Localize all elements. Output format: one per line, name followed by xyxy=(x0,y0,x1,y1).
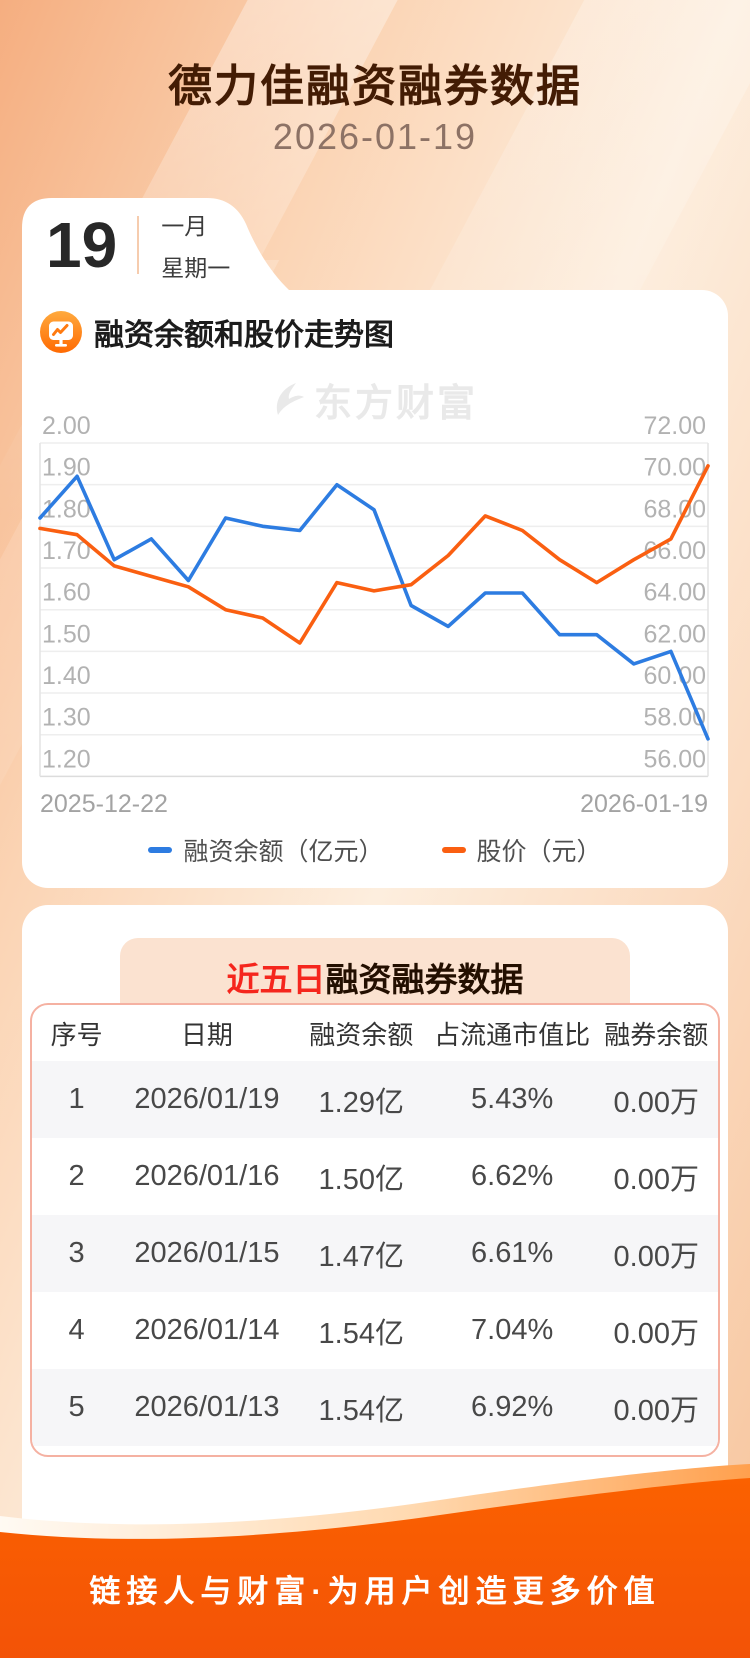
table-cell: 5 xyxy=(68,1391,85,1423)
page-date: 2026-01-19 xyxy=(272,116,478,157)
svg-text:56.00: 56.00 xyxy=(643,745,706,773)
chart-gridlines xyxy=(39,442,709,778)
footer-orange-area xyxy=(0,1478,750,1658)
table-cell: 0.00万 xyxy=(613,1086,699,1119)
table-cell: 1.54亿 xyxy=(318,1394,404,1427)
table-header-cell: 融券余额 xyxy=(604,1019,709,1050)
monitor-trend-icon xyxy=(40,311,82,353)
table-cell: 2026/01/16 xyxy=(134,1160,280,1192)
table-title-highlight: 近五日 xyxy=(226,961,326,998)
table-cell: 2026/01/14 xyxy=(134,1314,280,1346)
legend-dash-icon xyxy=(148,847,173,853)
svg-text:62.00: 62.00 xyxy=(643,620,706,648)
svg-text:1.60: 1.60 xyxy=(42,579,91,607)
table-cell: 4 xyxy=(68,1314,85,1346)
table-title-rest: 融资融券数据 xyxy=(325,961,524,998)
table-body: 1 2026/01/19 1.29亿 5.43% 0.00万 2 2026/01/16 1.5… xyxy=(32,1061,718,1446)
table-header-cell: 占流通市值比 xyxy=(434,1019,591,1050)
table-row: 2 2026/01/16 1.50亿 6.62% 0.00万 xyxy=(32,1138,718,1215)
svg-text:1.40: 1.40 xyxy=(42,662,91,690)
left-axis-ticks: 2.00 1.90 1.80 1.70 1.60 1.50 1.40 1.30 1.20 xyxy=(42,412,91,773)
five-day-data-table: 序号 日期 融资余额 占流通市值比 融券余额 1 2026/01/19 1.29亿 5.43%… xyxy=(32,1005,718,1446)
table-cell: 2026/01/19 xyxy=(134,1083,280,1115)
table-row: 1 2026/01/19 1.29亿 5.43% 0.00万 xyxy=(32,1061,718,1138)
x-axis-start-label: 2025-12-22 xyxy=(40,790,168,818)
table-cell: 0.00万 xyxy=(613,1317,699,1350)
table-cell: 2026/01/15 xyxy=(134,1237,280,1269)
legend-label: 股价（元） xyxy=(476,838,602,866)
table-cell: 2026/01/13 xyxy=(134,1391,280,1423)
table-cell: 0.00万 xyxy=(613,1394,699,1427)
svg-text:2.00: 2.00 xyxy=(42,412,91,440)
svg-text:72.00: 72.00 xyxy=(643,412,706,440)
table-header-cell: 日期 xyxy=(180,1019,233,1050)
svg-text:1.70: 1.70 xyxy=(42,537,91,565)
table-cell: 1.50亿 xyxy=(318,1163,404,1196)
legend-dash-icon xyxy=(441,847,466,853)
table-header-cell: 融资余额 xyxy=(309,1019,414,1050)
table-row: 3 2026/01/15 1.47亿 6.61% 0.00万 xyxy=(32,1215,718,1292)
svg-text:68.00: 68.00 xyxy=(643,495,706,523)
table-cell: 6.61% xyxy=(471,1237,554,1269)
svg-text:1.80: 1.80 xyxy=(42,495,91,523)
table-cell: 6.92% xyxy=(471,1391,554,1423)
right-axis-ticks: 72.0070.0068.0066.0064.0062.0060.0058.00… xyxy=(643,412,706,773)
table-cell: 3 xyxy=(68,1237,85,1269)
legend-item: 股价（元） xyxy=(441,832,602,868)
svg-text:60.00: 60.00 xyxy=(643,662,706,690)
chart-legend: 融资余额（亿元） 股价（元） xyxy=(22,832,728,868)
calendar-divider xyxy=(137,216,139,274)
calendar-day: 19 xyxy=(46,208,118,281)
calendar-tab: 19 一月 星期一 xyxy=(22,198,290,291)
margin-balance-line xyxy=(38,474,710,741)
table-cell: 1.29亿 xyxy=(318,1086,404,1119)
footer-wave xyxy=(0,1464,750,1658)
legend-item: 融资余额（亿元） xyxy=(148,832,384,868)
table-cell: 7.04% xyxy=(471,1314,554,1346)
x-axis-end-label: 2026-01-19 xyxy=(580,790,708,818)
svg-text:1.90: 1.90 xyxy=(42,454,91,482)
legend-label: 融资余额（亿元） xyxy=(183,838,384,866)
table-cell: 1.47亿 xyxy=(318,1240,404,1273)
table-cell: 6.62% xyxy=(471,1160,554,1192)
svg-text:64.00: 64.00 xyxy=(643,579,706,607)
table-header-row: 序号 日期 融资余额 占流通市值比 融券余额 xyxy=(32,1005,718,1061)
svg-text:70.00: 70.00 xyxy=(643,454,706,482)
chart-card: 融资余额和股价走势图 东方财富 2.00 1.90 1.80 1.70 1.60 1.50… xyxy=(22,290,728,888)
calendar-month: 一月 xyxy=(161,212,208,239)
table-cell: 0.00万 xyxy=(613,1240,699,1273)
table-header-cell: 序号 xyxy=(50,1019,103,1050)
table-cell: 1 xyxy=(68,1083,85,1115)
page-title: 德力佳融资融券数据 xyxy=(168,62,582,111)
table-cell: 1.54亿 xyxy=(318,1317,404,1350)
table-cell: 0.00万 xyxy=(613,1163,699,1196)
table-cell: 2 xyxy=(68,1160,85,1192)
stock-price-line xyxy=(38,464,710,645)
table-row: 5 2026/01/13 1.54亿 6.92% 0.00万 xyxy=(32,1369,718,1446)
dual-axis-line-chart: 2.00 1.90 1.80 1.70 1.60 1.50 1.40 1.30 1.20 72.… xyxy=(38,412,710,778)
svg-text:1.20: 1.20 xyxy=(42,745,91,773)
table-row: 4 2026/01/14 1.54亿 7.04% 0.00万 xyxy=(32,1292,718,1369)
svg-text:66.00: 66.00 xyxy=(643,537,706,565)
svg-text:1.50: 1.50 xyxy=(42,620,91,648)
chart-section-title: 融资余额和股价走势图 xyxy=(94,319,394,352)
svg-text:1.30: 1.30 xyxy=(42,704,91,732)
five-day-data-table-card: 东方财富 序号 日期 融资余额 占流通市值比 融券余额 1 2026/01/19 1.29亿… xyxy=(30,1003,720,1457)
table-cell: 5.43% xyxy=(471,1083,554,1115)
calendar-weekday: 星期一 xyxy=(161,254,231,281)
table-section-card: 近五日融资融券数据 东方财富 序号 日期 融资余额 占流通市值比 融券余额 1 2026/… xyxy=(22,905,728,1550)
footer-slogan: 链接人与财富·为用户创造更多价值 xyxy=(89,1574,661,1609)
